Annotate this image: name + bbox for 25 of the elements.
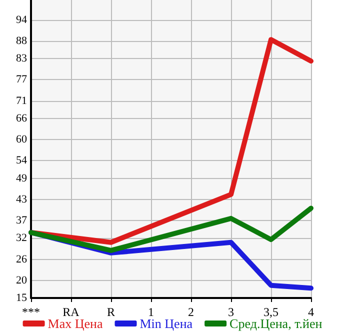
y-tick-label: 83 <box>16 52 28 65</box>
y-tick-label: 60 <box>16 134 28 146</box>
y-tick-label: 43 <box>16 193 28 206</box>
y-tick-label: 37 <box>16 214 28 227</box>
y-tick-label: 26 <box>16 253 28 266</box>
y-tick-label: 49 <box>16 172 28 184</box>
y-tick-label: 32 <box>16 232 27 244</box>
y-tick-label: 94 <box>16 14 28 26</box>
y-tick-label: 71 <box>16 94 27 107</box>
x-tick-label: 1 <box>148 305 154 319</box>
y-tick-label: 88 <box>16 34 28 47</box>
x-tick-label: 3 <box>228 305 234 319</box>
x-tick-label: 3,5 <box>264 305 278 319</box>
x-tick-label: *** <box>22 305 40 319</box>
x-tick-label: R <box>106 305 116 319</box>
y-tick-label: 77 <box>16 74 28 86</box>
y-tick-label: 20 <box>16 274 28 286</box>
y-tick-label: 15 <box>16 292 28 304</box>
y-tick-label: 66 <box>16 112 28 124</box>
x-tick-label: RA <box>62 305 80 319</box>
legend-label: Min Цена <box>140 316 193 331</box>
y-tick-label: 54 <box>16 154 28 167</box>
x-tick-label: 4 <box>308 305 314 319</box>
x-tick-label: 2 <box>188 305 194 319</box>
legend-label: Max Цена <box>48 316 103 331</box>
